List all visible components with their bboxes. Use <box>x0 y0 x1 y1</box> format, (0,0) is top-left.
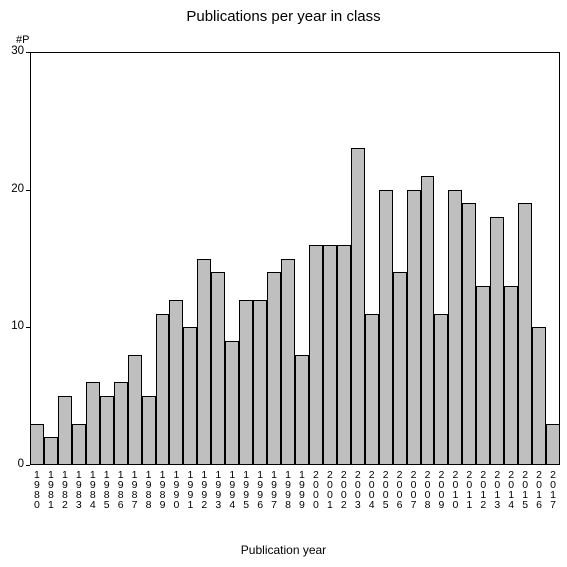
x-tick-label: 1985 <box>102 469 112 509</box>
chart-container: Publications per year in class #P 010203… <box>0 0 567 567</box>
bar <box>100 396 114 465</box>
bar <box>295 355 309 465</box>
x-tick-label: 1994 <box>227 469 237 509</box>
x-tick-label: 2000 <box>311 469 321 509</box>
x-tick-label: 1996 <box>255 469 265 509</box>
x-tick-label: 1984 <box>88 469 98 509</box>
x-tick-label: 1981 <box>46 469 56 509</box>
x-tick-label: 1997 <box>269 469 279 509</box>
y-tick-mark <box>26 52 30 53</box>
bar <box>72 424 86 465</box>
bar <box>518 203 532 465</box>
bar <box>142 396 156 465</box>
bar <box>434 314 448 465</box>
x-tick-label: 2012 <box>478 469 488 509</box>
x-tick-label: 2002 <box>339 469 349 509</box>
y-tick-label: 10 <box>0 320 24 332</box>
bar <box>197 259 211 466</box>
bar <box>337 245 351 465</box>
x-tick-label: 2013 <box>492 469 502 509</box>
x-axis-label: Publication year <box>0 543 567 557</box>
x-tick-label: 1992 <box>199 469 209 509</box>
bar <box>239 300 253 465</box>
bar <box>532 327 546 465</box>
x-tick-label: 2006 <box>395 469 405 509</box>
bar <box>225 341 239 465</box>
x-tick-label: 2009 <box>436 469 446 509</box>
y-tick-label: 20 <box>0 183 24 195</box>
y-tick-label: 0 <box>0 458 24 470</box>
x-tick-label: 1999 <box>297 469 307 509</box>
bar <box>546 424 560 465</box>
x-tick-label: 1987 <box>130 469 140 509</box>
x-tick-label: 1988 <box>144 469 154 509</box>
x-tick-label: 2008 <box>423 469 433 509</box>
chart-title: Publications per year in class <box>0 8 567 25</box>
x-tick-label: 1998 <box>283 469 293 509</box>
bar <box>490 217 504 465</box>
bar <box>407 190 421 465</box>
bar <box>267 272 281 465</box>
bar <box>44 437 58 465</box>
x-tick-label: 1982 <box>60 469 70 509</box>
x-tick-label: 2005 <box>381 469 391 509</box>
y-tick-mark <box>26 327 30 328</box>
x-tick-label: 1990 <box>171 469 181 509</box>
x-tick-label: 2001 <box>325 469 335 509</box>
bar <box>462 203 476 465</box>
bar <box>281 259 295 466</box>
bar <box>448 190 462 465</box>
bar <box>114 382 128 465</box>
bar <box>323 245 337 465</box>
bar <box>86 382 100 465</box>
x-tick-label: 2003 <box>353 469 363 509</box>
x-tick-label: 2011 <box>464 469 474 509</box>
bar <box>183 327 197 465</box>
x-tick-label: 2004 <box>367 469 377 509</box>
bar <box>156 314 170 465</box>
x-tick-label: 1986 <box>116 469 126 509</box>
bar <box>253 300 267 465</box>
bar <box>128 355 142 465</box>
x-tick-label: 2010 <box>450 469 460 509</box>
bar <box>379 190 393 465</box>
x-tick-label: 2015 <box>520 469 530 509</box>
x-tick-label: 1980 <box>32 469 42 509</box>
bar <box>365 314 379 465</box>
bar <box>211 272 225 465</box>
x-tick-label: 1989 <box>158 469 168 509</box>
y-tick-mark <box>26 465 30 466</box>
x-tick-label: 1991 <box>185 469 195 509</box>
x-tick-label: 2007 <box>409 469 419 509</box>
bar <box>309 245 323 465</box>
x-tick-label: 1993 <box>213 469 223 509</box>
x-tick-label: 2014 <box>506 469 516 509</box>
bar <box>476 286 490 465</box>
bar <box>504 286 518 465</box>
y-tick-label: 30 <box>0 45 24 57</box>
y-tick-mark <box>26 190 30 191</box>
bar <box>351 148 365 465</box>
bar <box>169 300 183 465</box>
x-tick-label: 2017 <box>548 469 558 509</box>
x-tick-label: 2016 <box>534 469 544 509</box>
bar <box>393 272 407 465</box>
x-tick-label: 1983 <box>74 469 84 509</box>
bar <box>421 176 435 465</box>
bar <box>58 396 72 465</box>
x-tick-label: 1995 <box>241 469 251 509</box>
bar <box>30 424 44 465</box>
